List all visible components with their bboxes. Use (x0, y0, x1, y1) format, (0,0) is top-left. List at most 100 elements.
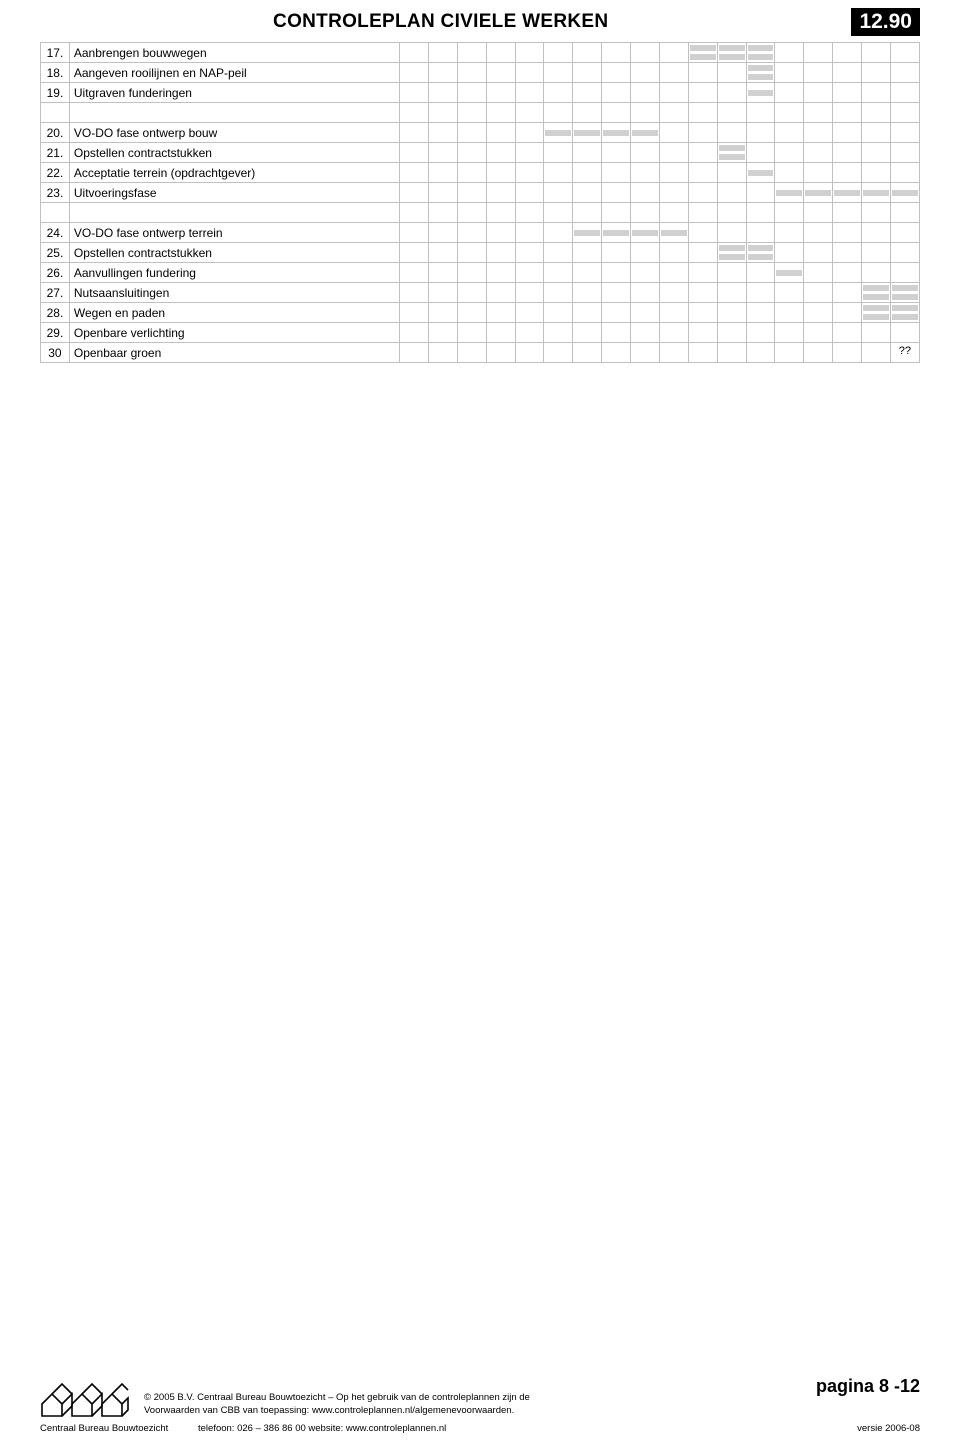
gantt-cell (890, 303, 919, 323)
gantt-cell (573, 343, 602, 363)
gantt-cell (457, 203, 486, 223)
cbb-logo-icon (40, 1374, 130, 1418)
gantt-cell (486, 303, 515, 323)
gantt-cell (890, 323, 919, 343)
gantt-cell (602, 323, 631, 343)
gantt-cell (486, 223, 515, 243)
gantt-cell (775, 303, 804, 323)
gantt-bar (719, 245, 745, 251)
gantt-cell (659, 323, 688, 343)
gantt-cell (746, 43, 775, 63)
gantt-cell (890, 283, 919, 303)
gantt-cell (515, 323, 544, 343)
gantt-bar (574, 230, 600, 236)
gantt-cell (659, 303, 688, 323)
gantt-cell (486, 183, 515, 203)
gantt-cell (486, 63, 515, 83)
gantt-cell (400, 43, 429, 63)
gantt-cell (602, 63, 631, 83)
gantt-cell (428, 243, 457, 263)
gantt-bar (892, 285, 918, 291)
gantt-cell (775, 103, 804, 123)
gantt-bar (574, 130, 600, 136)
gantt-cell (804, 223, 833, 243)
row-description: VO-DO fase ontwerp bouw (69, 123, 399, 143)
gantt-cell (890, 223, 919, 243)
gantt-bar (748, 170, 774, 176)
gantt-cell (746, 283, 775, 303)
gantt-cell (717, 283, 746, 303)
gantt-cell (804, 243, 833, 263)
gantt-cell (833, 123, 862, 143)
footer: © 2005 B.V. Centraal Bureau Bouwtoezicht… (40, 1374, 920, 1418)
gantt-cell (746, 323, 775, 343)
gantt-cell (804, 43, 833, 63)
gantt-bar (719, 254, 745, 260)
gantt-cell (890, 123, 919, 143)
row-description: Wegen en paden (69, 303, 399, 323)
gantt-bar (892, 190, 918, 196)
gantt-cell (775, 263, 804, 283)
gantt-cell (515, 83, 544, 103)
table-row: 29.Openbare verlichting (41, 323, 920, 343)
gantt-cell (544, 143, 573, 163)
gantt-cell (631, 263, 660, 283)
gantt-bar (545, 130, 571, 136)
gantt-cell (631, 123, 660, 143)
gantt-cell (746, 303, 775, 323)
row-number (41, 203, 70, 223)
gantt-cell (746, 343, 775, 363)
spacer-row (41, 103, 920, 123)
gantt-cell (862, 143, 891, 163)
gantt-cell (804, 83, 833, 103)
gantt-cell (833, 63, 862, 83)
gantt-bar (748, 245, 774, 251)
gantt-cell (631, 103, 660, 123)
gantt-cell (602, 203, 631, 223)
gantt-cell (775, 283, 804, 303)
row-number: 19. (41, 83, 70, 103)
table-row: 26.Aanvullingen fundering (41, 263, 920, 283)
gantt-cell (862, 43, 891, 63)
gantt-cell (457, 223, 486, 243)
gantt-cell (775, 323, 804, 343)
gantt-cell (659, 143, 688, 163)
gantt-cell (400, 203, 429, 223)
gantt-cell (833, 263, 862, 283)
gantt-cell (890, 263, 919, 283)
gantt-cell (602, 283, 631, 303)
spacer-row (41, 203, 920, 223)
gantt-cell (862, 83, 891, 103)
gantt-cell (457, 283, 486, 303)
gantt-cell (804, 143, 833, 163)
gantt-cell (659, 263, 688, 283)
gantt-cell (573, 163, 602, 183)
gantt-cell (428, 143, 457, 163)
gantt-cell (862, 283, 891, 303)
gantt-cell (833, 303, 862, 323)
gantt-cell (890, 43, 919, 63)
gantt-cell (890, 83, 919, 103)
gantt-cell (428, 343, 457, 363)
gantt-cell (602, 223, 631, 243)
gantt-bar (690, 45, 716, 51)
gantt-cell (400, 283, 429, 303)
footer-voorwaarden: Voorwaarden van CBB van toepassing: www.… (144, 1405, 806, 1418)
gantt-cell (428, 183, 457, 203)
gantt-cell (573, 243, 602, 263)
gantt-cell (862, 243, 891, 263)
gantt-cell (602, 243, 631, 263)
gantt-cell (573, 323, 602, 343)
gantt-cell (833, 103, 862, 123)
gantt-cell (746, 223, 775, 243)
row-number: 21. (41, 143, 70, 163)
gantt-cell (573, 43, 602, 63)
gantt-cell (804, 283, 833, 303)
gantt-cell (428, 63, 457, 83)
gantt-cell (804, 263, 833, 283)
gantt-cell (659, 43, 688, 63)
row-description: Uitgraven funderingen (69, 83, 399, 103)
gantt-cell (544, 83, 573, 103)
gantt-cell (862, 103, 891, 123)
gantt-bar (719, 154, 745, 160)
